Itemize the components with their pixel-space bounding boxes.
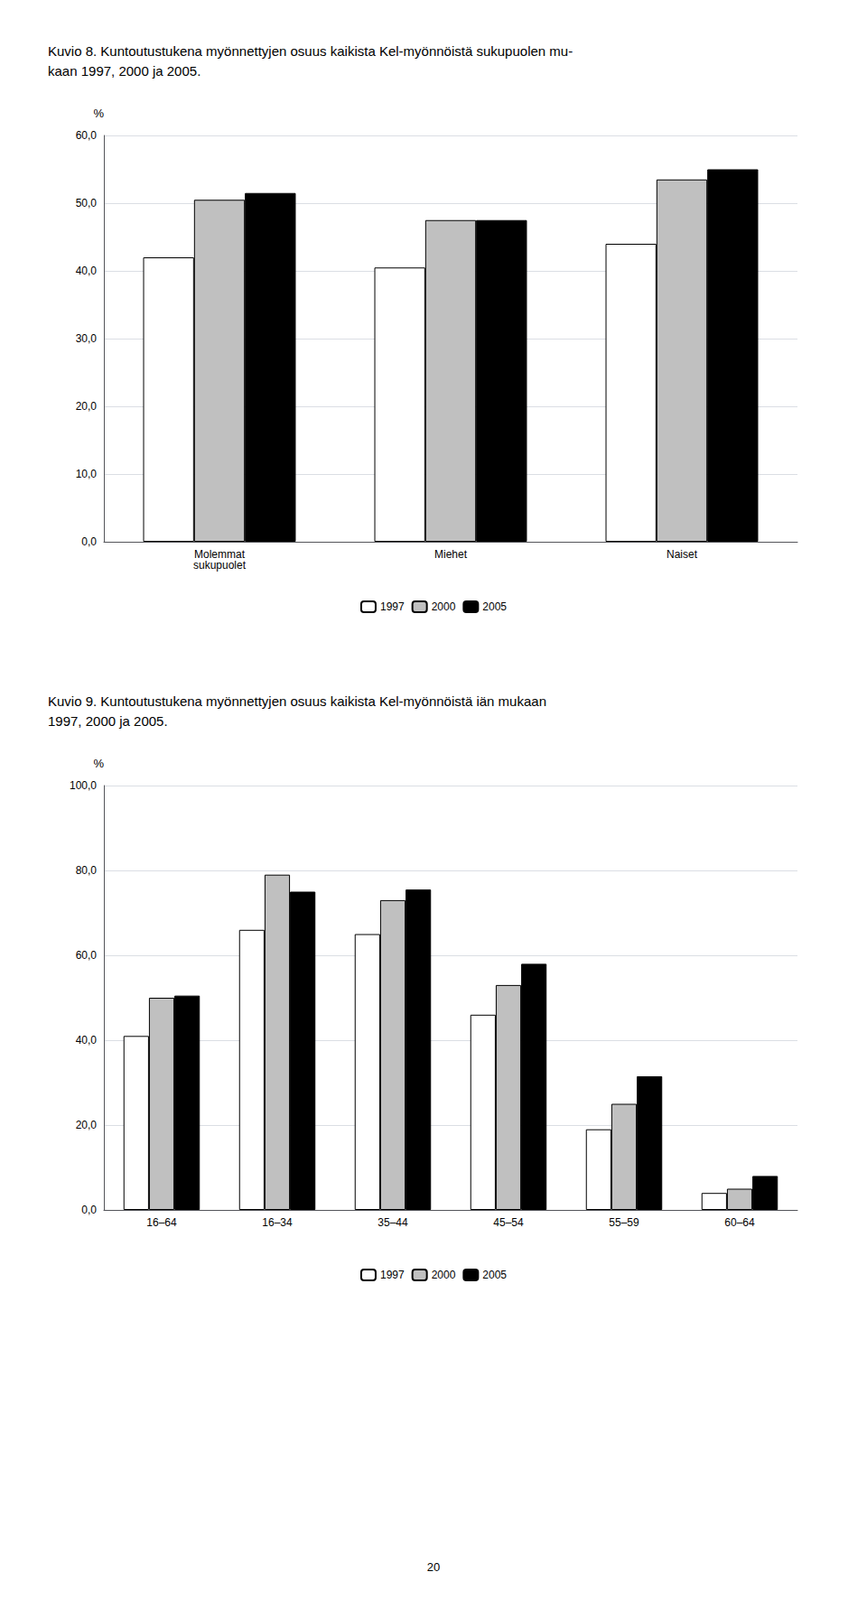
svg-text:2005: 2005 — [482, 1268, 507, 1282]
svg-text:40,0: 40,0 — [75, 264, 98, 278]
svg-text:%: % — [93, 106, 104, 121]
svg-text:16–34: 16–34 — [261, 1216, 293, 1230]
svg-text:40,0: 40,0 — [75, 1034, 98, 1047]
svg-text:20: 20 — [427, 1560, 440, 1575]
svg-text:1997, 2000 ja 2005.: 1997, 2000 ja 2005. — [47, 713, 168, 729]
svg-text:60–64: 60–64 — [724, 1216, 756, 1230]
svg-text:35–44: 35–44 — [377, 1216, 409, 1230]
svg-text:Molemmat: Molemmat — [194, 548, 245, 561]
svg-text:45–54: 45–54 — [493, 1216, 524, 1230]
svg-text:2000: 2000 — [431, 1268, 457, 1282]
svg-text:2000: 2000 — [431, 600, 457, 614]
svg-text:80,0: 80,0 — [75, 864, 98, 877]
svg-text:%: % — [93, 756, 104, 771]
svg-text:Naiset: Naiset — [666, 548, 699, 561]
svg-text:Kuvio 8. Kuntoutustukena myönn: Kuvio 8. Kuntoutustukena myönnettyjen os… — [47, 43, 573, 59]
svg-text:1997: 1997 — [380, 600, 405, 614]
svg-text:20,0: 20,0 — [75, 400, 98, 413]
svg-text:Miehet: Miehet — [434, 548, 468, 561]
svg-text:2005: 2005 — [482, 600, 507, 614]
svg-text:16–64: 16–64 — [146, 1216, 178, 1230]
svg-text:55–59: 55–59 — [608, 1216, 640, 1230]
svg-text:0,0: 0,0 — [81, 535, 97, 549]
svg-text:100,0: 100,0 — [69, 779, 97, 793]
svg-text:10,0: 10,0 — [75, 467, 98, 481]
svg-text:kaan 1997, 2000 ja 2005.: kaan 1997, 2000 ja 2005. — [47, 63, 201, 79]
svg-text:1997: 1997 — [380, 1268, 405, 1282]
svg-text:30,0: 30,0 — [75, 332, 98, 345]
svg-text:0,0: 0,0 — [81, 1203, 97, 1217]
svg-text:60,0: 60,0 — [75, 949, 98, 962]
svg-text:sukupuolet: sukupuolet — [193, 559, 247, 572]
svg-text:50,0: 50,0 — [75, 196, 98, 210]
svg-text:Kuvio 9. Kuntoutustukena myönn: Kuvio 9. Kuntoutustukena myönnettyjen os… — [47, 693, 547, 709]
svg-text:60,0: 60,0 — [75, 129, 98, 142]
svg-text:20,0: 20,0 — [75, 1118, 98, 1132]
